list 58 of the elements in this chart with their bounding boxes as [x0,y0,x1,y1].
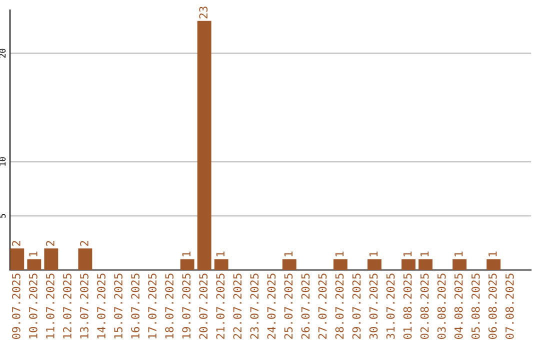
bar [180,259,194,270]
data-label: 1 [182,252,190,256]
data-label: 1 [29,252,38,256]
x-tick-label: 31.07.2025 [386,274,395,339]
x-tick-label: 29.07.2025 [352,274,361,339]
x-tick-label: 25.07.2025 [284,274,293,339]
x-tick-label: 15.07.2025 [114,274,122,338]
data-label: 1 [369,252,378,256]
x-tick-label: 30.07.2025 [369,274,378,339]
x-tick-label: 06.08.2025 [488,274,497,339]
bar [418,259,432,270]
data-label: 1 [488,252,497,256]
x-tick-label: 27.07.2025 [318,274,327,339]
data-label: 1 [216,252,224,256]
bar [10,248,24,270]
bar [214,259,228,270]
data-label: 2 [12,240,20,246]
x-tick-label: 23.07.2025 [250,274,259,339]
x-tick-label: 20.07.2025 [199,274,208,339]
bar [486,259,501,270]
data-label: 23 [199,6,208,18]
x-tick-label: 14.07.2025 [97,274,106,338]
bar [452,259,467,270]
x-tick-label: 04.08.2025 [454,274,463,339]
x-tick-label: 16.07.2025 [131,274,140,338]
x-tick-label: 11.07.2025 [46,274,54,338]
data-label: 1 [335,252,344,256]
x-tick-label: 07.08.2025 [505,274,514,339]
x-tick-label: 10.07.2025 [29,274,38,338]
x-tick-label: 24.07.2025 [267,274,276,339]
bar [197,20,212,270]
bar [333,259,348,270]
x-tick-label: 19.07.2025 [182,274,191,338]
bar [44,248,58,270]
x-tick-label: 21.07.2025 [216,274,225,339]
x-tick-label: 17.07.2025 [148,274,157,338]
x-tick-label: 09.07.2025 [12,274,20,339]
x-tick-label: 22.07.2025 [233,274,242,339]
x-tick-label: 12.07.2025 [63,274,72,338]
x-tick-label: 02.08.2025 [420,274,429,339]
bar [282,259,296,270]
data-label: 2 [80,240,88,246]
x-tick-label: 03.08.2025 [437,274,446,339]
bar [402,259,416,270]
bar [367,259,382,270]
x-tick-label: 13.07.2025 [80,274,88,338]
x-tick-label: 18.07.2025 [165,274,174,338]
data-label: 1 [420,252,429,256]
x-tick-label: 01.08.2025 [403,274,412,339]
data-label: 2 [46,240,54,246]
data-label: 1 [284,252,292,256]
x-tick-label: 28.07.2025 [335,274,344,339]
data-label: 1 [454,252,463,256]
bar [78,248,92,270]
data-label: 1 [403,252,412,256]
x-tick-label: 05.08.2025 [471,274,480,339]
bar [27,259,42,270]
x-tick-label: 26.07.2025 [301,274,310,339]
